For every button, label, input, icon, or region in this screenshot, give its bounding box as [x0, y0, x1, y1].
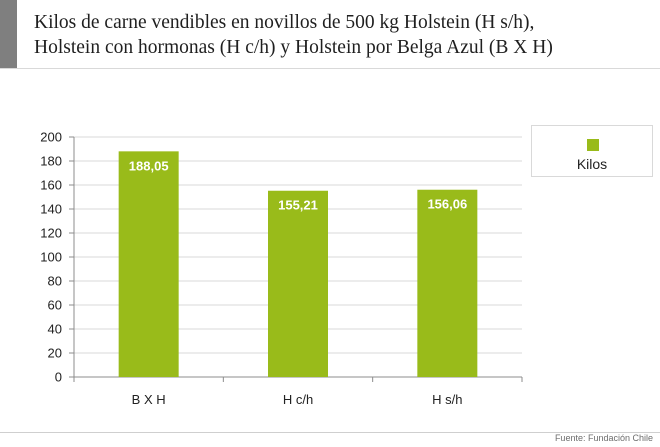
source-note: Fuente: Fundación Chile: [554, 433, 653, 443]
y-tick-label-200: 200: [40, 130, 62, 145]
y-tick-label-120: 120: [40, 226, 62, 241]
data-label-b-x-h: 188,05: [129, 158, 169, 173]
chart-title-line-1: Kilos de carne vendibles en novillos de …: [34, 12, 535, 33]
y-tick-label-40: 40: [48, 322, 62, 337]
chart-title-line-2: Holstein con hormonas (H c/h) y Holstein…: [34, 37, 553, 58]
y-tick-label-180: 180: [40, 154, 62, 169]
bar-h-s-h: [417, 189, 478, 377]
x-tick-label-h-c-h: H c/h: [283, 392, 313, 407]
y-tick-label-0: 0: [55, 370, 62, 385]
chart-title: Kilos de carne vendibles en novillos de …: [34, 10, 654, 60]
bar-b-x-h: [118, 151, 179, 377]
bar-h-c-h: [268, 190, 328, 377]
data-label-h-c-h: 155,21: [278, 198, 318, 213]
legend: Kilos: [531, 125, 653, 177]
y-tick-label-60: 60: [48, 298, 62, 313]
legend-swatch-kilos: [587, 139, 599, 151]
title-bar: Kilos de carne vendibles en novillos de …: [0, 0, 660, 69]
y-tick-label-160: 160: [40, 178, 62, 193]
y-tick-label-140: 140: [40, 202, 62, 217]
legend-label-kilos: Kilos: [576, 156, 608, 172]
y-tick-label-80: 80: [48, 274, 62, 289]
footer-divider: [0, 432, 660, 433]
title-accent-bar: [0, 0, 17, 68]
data-label-h-s-h: 156,06: [427, 197, 467, 212]
y-tick-label-20: 20: [48, 346, 62, 361]
x-tick-label-b-x-h: B X H: [132, 392, 166, 407]
y-tick-label-100: 100: [40, 250, 62, 265]
x-tick-label-h-s-h: H s/h: [432, 392, 462, 407]
